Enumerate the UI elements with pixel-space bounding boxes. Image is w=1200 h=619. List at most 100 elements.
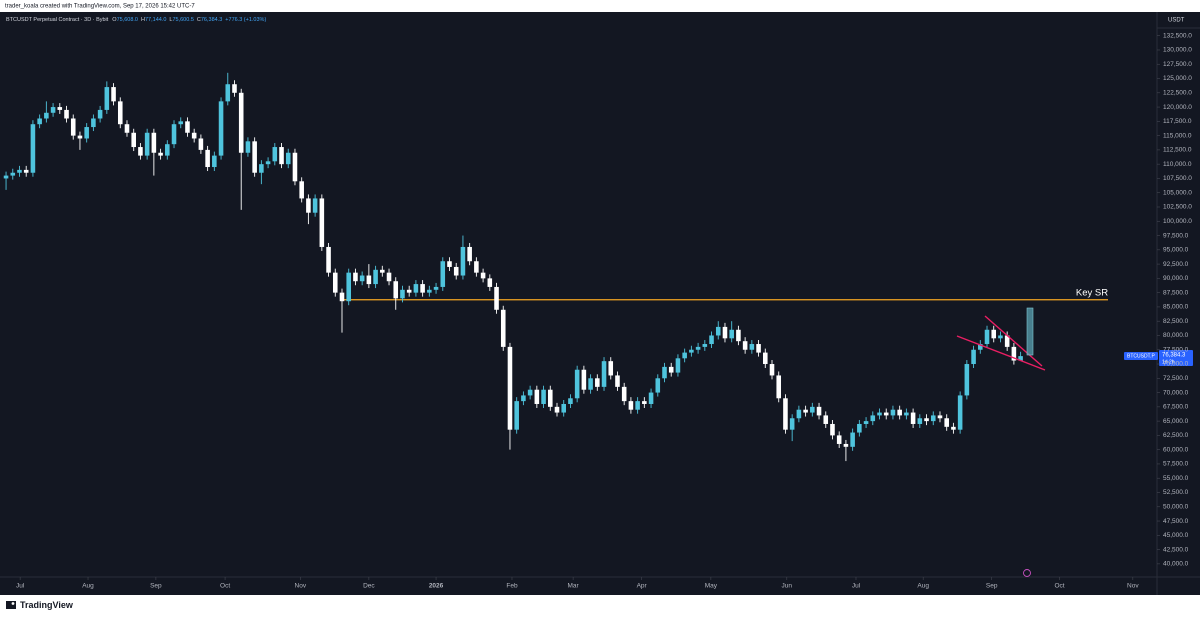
candle-body [10,172,16,176]
y-tick-label: 122,500.0 [1163,90,1192,97]
price-tag-countdown: 1d 2h [1162,359,1175,365]
candle-body [689,349,694,353]
legend-value: 77,144.0 [145,17,166,23]
candle-body [682,352,687,359]
candle-body [628,401,634,410]
event-icon[interactable] [1023,569,1031,577]
candle-body [662,366,667,379]
y-tick-label: 75,000.0 [1163,361,1189,368]
candle-body [769,364,775,376]
candle-body [393,281,399,299]
candle-body [870,415,876,422]
candle-body [306,198,311,213]
candle-body [937,415,943,419]
candle-body [70,118,76,136]
candle-body [568,398,573,404]
candle-body [588,378,593,390]
x-tick-label: Nov [1127,583,1139,590]
candle-body [695,346,701,350]
x-tick-label: Mar [568,583,580,590]
candle-body [957,395,963,430]
price-tag-symbol: BTCUSDT.P [1127,354,1155,360]
candle-body [252,141,257,173]
legend-change: +776.3 (+1.03%) [225,17,266,23]
legend-key: O [112,17,117,23]
y-tick-label: 100,000.0 [1163,218,1192,225]
y-tick-label: 77,500.0 [1163,346,1189,353]
x-tick-label: May [705,583,718,590]
candle-body [998,335,1003,339]
candle-body [185,121,190,133]
x-tick-label: Nov [295,583,307,590]
candle-body [843,443,849,447]
candle-body [561,403,567,413]
y-tick-label: 107,500.0 [1163,175,1192,182]
candle-body [259,164,264,173]
candle-body [326,246,331,273]
candle-body [232,84,237,93]
y-tick-label: 62,500.0 [1163,432,1189,439]
candle-body [299,181,304,199]
candle-body [910,412,916,424]
legend-key: L [169,17,172,23]
candle-body [138,147,143,156]
candle-body [1011,346,1017,361]
candle-body [447,261,452,267]
candle-body [346,272,351,302]
candle-body [816,406,822,416]
x-tick-label: Jun [782,583,793,590]
candle-body [117,101,123,125]
y-tick-label: 90,000.0 [1163,275,1189,282]
candle-body [104,87,110,110]
candle-body [527,389,533,396]
legend-key: H [141,17,145,23]
candle-body [212,155,217,168]
candle-body [796,409,802,419]
x-tick-label: Sep [986,583,998,590]
x-tick-label: Oct [1055,583,1065,590]
y-tick-label: 47,500.0 [1163,518,1189,525]
y-tick-label: 117,500.0 [1163,118,1192,125]
candle-body [453,266,459,276]
y-tick-label: 50,000.0 [1163,503,1189,510]
candle-body [124,124,130,133]
candle-body [50,107,56,113]
candle-body [776,375,782,399]
candle-body [500,309,506,347]
candle-body [709,335,714,345]
candle-body [494,286,499,310]
candle-body [84,127,89,139]
brand: TradingView [20,600,74,610]
candle-body [971,349,976,365]
candle-body [3,175,9,179]
candle-body [850,432,855,447]
candle-body [77,135,83,139]
candle-body [366,275,372,285]
y-tick-label: 42,500.0 [1163,546,1189,553]
y-tick-label: 82,500.0 [1163,318,1189,325]
x-tick-label: Jul [852,583,861,590]
candle-body [608,361,614,376]
y-tick-label: 40,000.0 [1163,561,1189,568]
x-tick-label: Feb [506,583,518,590]
credit: trader_koala created with TradingView.co… [5,4,195,10]
brand-icon [6,601,16,609]
candle-body [91,118,96,128]
candle-body [756,344,761,353]
x-tick-label: Apr [637,583,648,590]
x-tick-label: Jul [16,583,25,590]
candle-body [487,278,493,287]
candle-body [178,121,184,125]
candle-body [205,149,210,168]
y-tick-label: 120,000.0 [1163,104,1192,111]
candle-body [373,269,378,285]
y-tick-label: 110,000.0 [1163,161,1192,168]
candle-body [171,124,177,145]
candle-body [554,406,560,413]
candle-body [386,272,392,282]
y-tick-label: 65,000.0 [1163,418,1189,425]
candle-body [964,364,970,396]
y-tick-label: 132,500.0 [1163,32,1192,39]
candle-body [917,418,923,424]
candle-body [783,398,788,430]
